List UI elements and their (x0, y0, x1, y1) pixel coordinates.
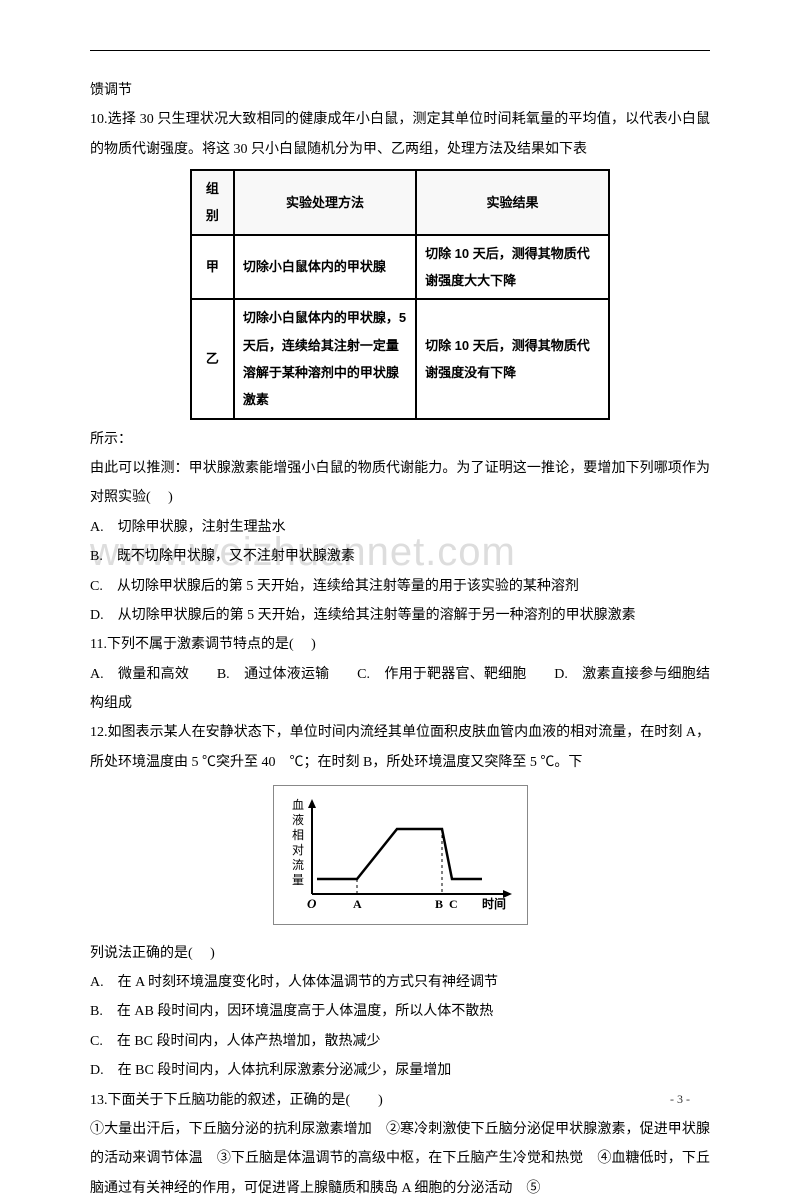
row-group: 乙 (191, 299, 234, 418)
row-result: 切除 10 天后，测得其物质代谢强度没有下降 (416, 299, 609, 418)
page-content: 馈调节 10.选择 30 只生理状况大致相同的健康成年小白鼠，测定其单位时间耗氧… (90, 50, 710, 1203)
q10-option-c: C. 从切除甲状腺后的第 5 天开始，连续给其注射等量的用于该实验的某种溶剂 (90, 572, 710, 601)
table-row: 乙 切除小白鼠体内的甲状腺，5 天后，连续给其注射一定量溶解于某种溶剂中的甲状腺… (191, 299, 609, 418)
q11-options: A. 微量和高效 B. 通过体液运输 C. 作用于靶器官、靶细胞 D. 激素直接… (90, 660, 710, 719)
q10-text2: 由此可以推测：甲状腺激素能增强小白鼠的物质代谢能力。为了证明这一推论，要增加下列… (90, 454, 710, 513)
q12-chart-wrapper: 血 液 相 对 流 量 O A B C 时间 (90, 785, 710, 930)
row-method: 切除小白鼠体内的甲状腺 (234, 235, 416, 300)
y-axis-arrow (308, 799, 316, 808)
y-axis-label-2: 液 (292, 812, 304, 827)
q10-text: 10.选择 30 只生理状况大致相同的健康成年小白鼠，测定其单位时间耗氧量的平均… (90, 105, 710, 164)
row-result: 切除 10 天后，测得其物质代谢强度大大下降 (416, 235, 609, 300)
tick-c: C (449, 897, 458, 911)
q12-option-a: A. 在 A 时刻环境温度变化时，人体体温调节的方式只有神经调节 (90, 968, 710, 997)
top-divider (90, 50, 710, 51)
chart-svg: 血 液 相 对 流 量 O A B C 时间 (282, 794, 522, 919)
y-axis-label-5: 流 (292, 858, 304, 872)
q12-text2: 列说法正确的是( ) (90, 939, 710, 968)
q12-option-d: D. 在 BC 段时间内，人体抗利尿激素分泌减少，尿量增加 (90, 1056, 710, 1085)
header-group: 组别 (191, 170, 234, 235)
table-row: 甲 切除小白鼠体内的甲状腺 切除 10 天后，测得其物质代谢强度大大下降 (191, 235, 609, 300)
q10-option-b: B. 既不切除甲状腺，又不注射甲状腺激素 (90, 542, 710, 571)
q13-text: 13.下面关于下丘脑功能的叙述，正确的是( ) (90, 1086, 710, 1115)
y-axis-label-6: 量 (292, 873, 304, 887)
q11-option-c: C. 作用于靶器官、靶细胞 (357, 667, 526, 682)
data-line (317, 829, 482, 879)
q10-option-d: D. 从切除甲状腺后的第 5 天开始，连续给其注射等量的溶解于另一种溶剂的甲状腺… (90, 601, 710, 630)
x-axis-label: 时间 (482, 896, 506, 911)
q10-table: 组别 实验处理方法 实验结果 甲 切除小白鼠体内的甲状腺 切除 10 天后，测得… (190, 169, 610, 419)
tick-b: B (435, 897, 443, 911)
q10-option-a: A. 切除甲状腺，注射生理盐水 (90, 513, 710, 542)
q10-after-table: 所示： (90, 425, 710, 454)
row-method: 切除小白鼠体内的甲状腺，5 天后，连续给其注射一定量溶解于某种溶剂中的甲状腺激素 (234, 299, 416, 418)
q12-text: 12.如图表示某人在安静状态下，单位时间内流经其单位面积皮肤血管内血液的相对流量… (90, 718, 710, 777)
q12-option-c: C. 在 BC 段时间内，人体产热增加，散热减少 (90, 1027, 710, 1056)
table-header-row: 组别 实验处理方法 实验结果 (191, 170, 609, 235)
q10-table-wrapper: 组别 实验处理方法 实验结果 甲 切除小白鼠体内的甲状腺 切除 10 天后，测得… (90, 169, 710, 419)
tick-a: A (353, 897, 362, 911)
y-axis-label-3: 相 (292, 828, 304, 842)
continuation-text: 馈调节 (90, 76, 710, 105)
q12-option-b: B. 在 AB 段时间内，因环境温度高于人体温度，所以人体不散热 (90, 997, 710, 1026)
q11-option-b: B. 通过体液运输 (217, 667, 330, 682)
y-axis-label-4: 对 (292, 843, 304, 857)
header-result: 实验结果 (416, 170, 609, 235)
header-method: 实验处理方法 (234, 170, 416, 235)
q11-option-a: A. 微量和高效 (90, 667, 189, 682)
q13-text2: ①大量出汗后，下丘脑分泌的抗利尿激素增加 ②寒冷刺激使下丘脑分泌促甲状腺激素，促… (90, 1115, 710, 1203)
q11-text: 11.下列不属于激素调节特点的是( ) (90, 630, 710, 659)
q12-chart: 血 液 相 对 流 量 O A B C 时间 (273, 785, 528, 925)
row-group: 甲 (191, 235, 234, 300)
y-axis-label-1: 血 (292, 798, 304, 812)
tick-o: O (307, 896, 317, 911)
